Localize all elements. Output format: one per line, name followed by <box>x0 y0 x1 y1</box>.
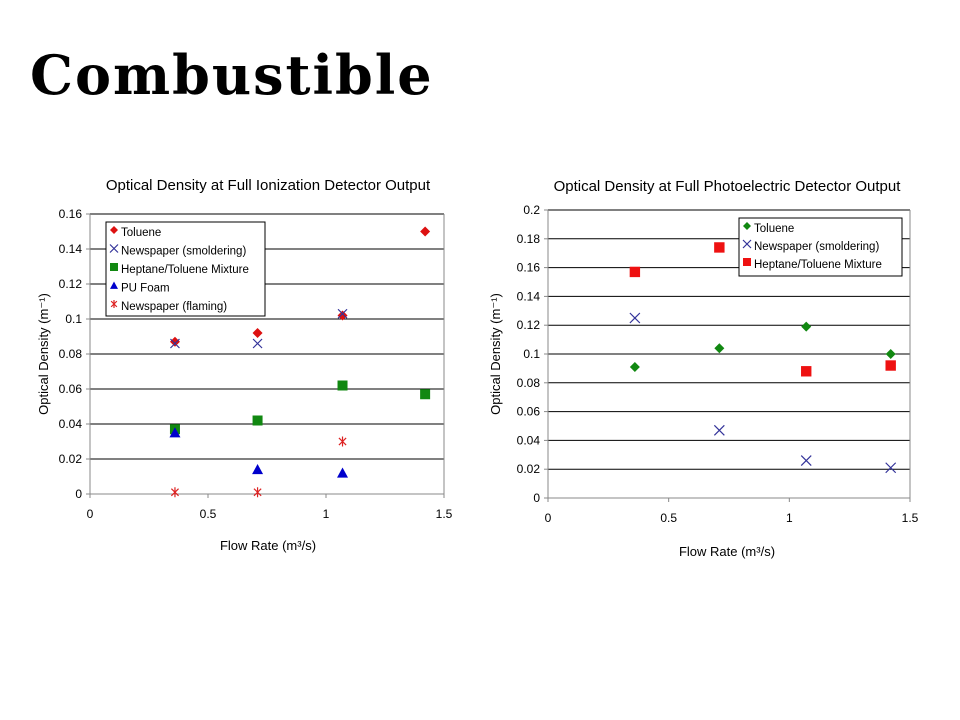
x-tick-label: 1.5 <box>902 511 919 525</box>
legend-label: Newspaper (smoldering) <box>121 246 246 258</box>
legend-label: Heptane/Toluene Mixture <box>121 264 249 276</box>
legend-marker <box>743 222 751 230</box>
data-point <box>169 336 180 347</box>
slide-title: Combustible <box>30 43 434 107</box>
x-tick-label: 0 <box>87 507 94 521</box>
legend-label: Toluene <box>121 227 161 239</box>
photoelectric-detector-chart: Optical Density at Full Photoelectric De… <box>488 178 919 559</box>
y-tick-label: 0.06 <box>517 405 541 419</box>
y-tick-label: 0.16 <box>59 207 83 221</box>
data-point <box>252 328 263 338</box>
data-point <box>714 343 725 354</box>
x-tick-label: 0 <box>545 511 552 525</box>
data-point <box>169 427 181 438</box>
data-point <box>629 266 641 278</box>
data-point <box>337 310 348 321</box>
y-tick-label: 0.16 <box>517 261 541 275</box>
legend-marker <box>110 281 118 289</box>
y-axis-label: Optical Density (m⁻¹) <box>488 293 503 415</box>
series-newspaper-smoldering- <box>629 312 897 474</box>
y-tick-label: 0.08 <box>517 376 541 390</box>
data-point <box>885 360 896 371</box>
series-pu-foam <box>169 427 349 478</box>
x-tick-label: 0.5 <box>200 507 217 521</box>
legend-marker <box>110 263 118 271</box>
y-tick-label: 0.1 <box>523 347 540 361</box>
legend-marker <box>109 244 119 253</box>
series-newspaper-flaming- <box>170 436 347 498</box>
legend-label: PU Foam <box>121 283 170 295</box>
y-tick-label: 0 <box>75 487 82 501</box>
y-tick-label: 0.02 <box>517 462 541 476</box>
y-tick-label: 0.14 <box>59 242 83 256</box>
data-point <box>253 487 262 498</box>
y-tick-label: 0.12 <box>59 277 83 291</box>
data-point <box>885 462 897 474</box>
legend-marker <box>110 300 118 308</box>
data-point <box>252 338 263 349</box>
data-point <box>885 349 896 359</box>
x-tick-label: 1 <box>786 511 793 525</box>
data-point <box>629 312 641 324</box>
x-axis-label: Flow Rate (m³/s) <box>679 544 775 559</box>
y-tick-label: 0.1 <box>65 312 82 326</box>
y-tick-label: 0 <box>533 491 540 505</box>
series-toluene <box>169 226 431 347</box>
y-tick-label: 0.08 <box>59 347 83 361</box>
data-point <box>170 338 180 349</box>
chart-title: Optical Density at Full Photoelectric De… <box>554 178 902 195</box>
data-point <box>170 487 179 498</box>
data-point <box>629 361 640 372</box>
y-tick-label: 0.04 <box>59 417 83 431</box>
y-tick-label: 0.18 <box>517 232 541 246</box>
data-point <box>337 308 348 319</box>
data-point <box>714 242 725 253</box>
data-point <box>337 467 349 478</box>
data-point <box>801 366 812 377</box>
data-point <box>801 321 812 332</box>
series-toluene <box>629 321 896 372</box>
x-tick-label: 1 <box>323 507 330 521</box>
y-tick-label: 0.04 <box>517 433 541 447</box>
legend-label: Toluene <box>754 223 794 235</box>
data-point <box>713 424 725 436</box>
legend-box <box>105 221 266 317</box>
data-point <box>252 464 264 475</box>
y-tick-label: 0.02 <box>59 452 83 466</box>
ionization-detector-chart: Optical Density at Full Ionization Detec… <box>36 177 453 553</box>
x-tick-label: 1.5 <box>436 507 453 521</box>
data-point <box>338 436 347 447</box>
data-point <box>420 389 431 400</box>
x-tick-label: 0.5 <box>660 511 677 525</box>
legend-marker <box>742 239 752 249</box>
y-tick-label: 0.12 <box>517 318 541 332</box>
legend-box <box>738 217 903 277</box>
x-axis-label: Flow Rate (m³/s) <box>220 538 316 553</box>
data-point <box>252 415 263 426</box>
legend-label: Newspaper (flaming) <box>121 301 227 313</box>
chart-title: Optical Density at Full Ionization Detec… <box>106 177 431 194</box>
legend-marker <box>743 258 751 266</box>
y-axis-label: Optical Density (m⁻¹) <box>36 293 51 415</box>
legend-label: Newspaper (smoldering) <box>754 241 879 253</box>
data-point <box>337 380 348 391</box>
series-newspaper-smoldering- <box>170 308 348 349</box>
legend-marker <box>110 226 118 234</box>
data-point <box>420 226 431 237</box>
series-heptane-toluene-mixture <box>629 242 896 377</box>
y-tick-label: 0.06 <box>59 382 83 396</box>
y-tick-label: 0.2 <box>523 203 540 217</box>
legend-label: Heptane/Toluene Mixture <box>754 259 882 271</box>
data-point <box>800 455 812 466</box>
y-tick-label: 0.14 <box>517 289 541 303</box>
